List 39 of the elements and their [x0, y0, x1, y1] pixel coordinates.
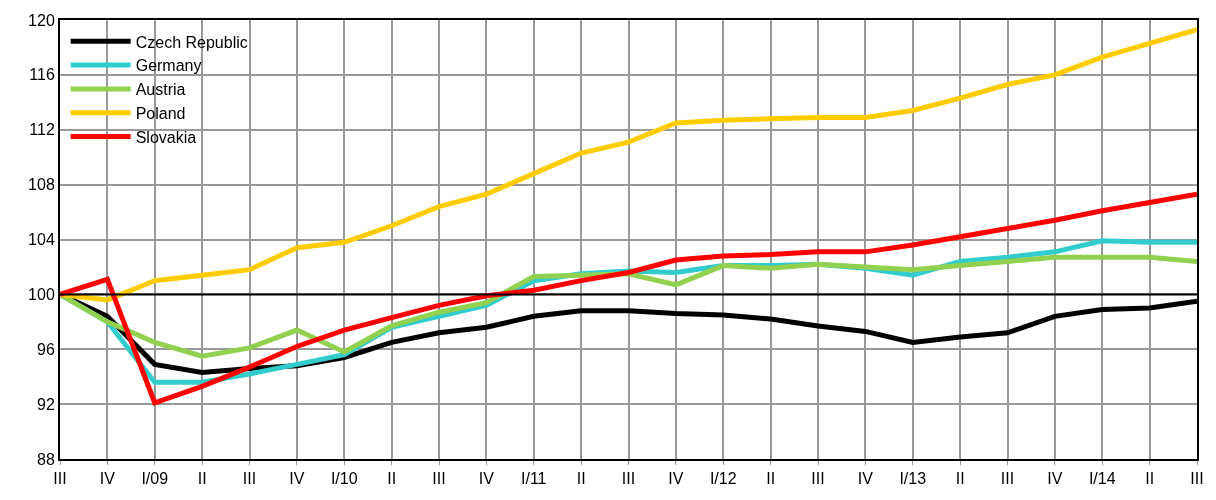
x-tick-label: III [53, 470, 67, 488]
x-tick-label: IV [668, 470, 684, 488]
x-tick-label: III [811, 470, 825, 488]
x-tick-label: II [1145, 470, 1155, 488]
x-tick-label: I/11 [521, 470, 547, 488]
x-tick-label: II [766, 470, 776, 488]
x-tick-label: III [621, 470, 636, 488]
x-tick-label: IV [478, 470, 495, 488]
x-tick-label: IV [99, 470, 116, 488]
y-tick-label: 116 [29, 66, 55, 84]
x-tick-label: I/10 [330, 470, 358, 488]
y-tick-label: 104 [28, 231, 55, 249]
x-tick-label: IV [857, 470, 874, 488]
x-tick-label: I/12 [709, 470, 737, 488]
y-tick-label: 120 [28, 11, 55, 29]
x-tick-label: II [197, 470, 207, 488]
x-tick-label: I/14 [1088, 470, 1116, 488]
x-tick-label: III [1000, 470, 1015, 488]
x-tick-label: IV [289, 470, 305, 488]
x-tick-label: IV [1047, 470, 1063, 488]
legend-label: Poland [135, 104, 186, 122]
y-tick-label: 108 [28, 176, 55, 194]
legend-label: Germany [135, 57, 202, 75]
x-tick-label: II [955, 470, 965, 488]
x-tick-label: III [1190, 470, 1204, 488]
legend-label: Czech Republic [135, 33, 248, 51]
y-tick-label: 92 [37, 395, 55, 413]
x-tick-label: I/09 [141, 470, 169, 488]
x-tick-label: III [432, 470, 446, 488]
y-tick-label: 112 [29, 121, 55, 139]
legend-label: Slovakia [135, 128, 197, 146]
x-tick-label: III [242, 470, 257, 488]
x-tick-label: II [576, 470, 586, 488]
x-tick-label: I/13 [899, 470, 927, 488]
x-tick-label: II [387, 470, 397, 488]
y-tick-label: 100 [28, 285, 55, 303]
y-tick-label: 96 [37, 340, 55, 358]
legend-label: Austria [135, 81, 186, 99]
y-tick-label: 88 [37, 450, 55, 468]
